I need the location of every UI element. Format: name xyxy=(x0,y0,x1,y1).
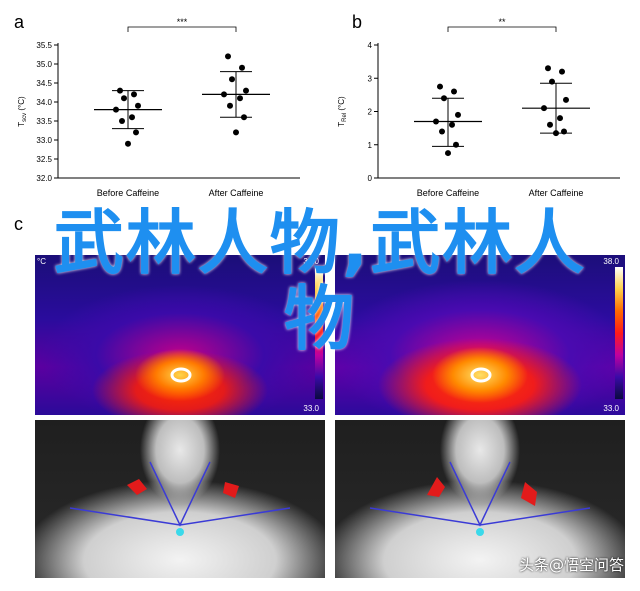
chart-b-ytick-label: 0 xyxy=(368,174,373,183)
chart-b-point xyxy=(559,68,565,75)
chart-a-point xyxy=(125,140,131,147)
chart-a-point xyxy=(227,102,233,109)
chart-a-point xyxy=(131,91,137,98)
chart-b-point xyxy=(545,65,551,72)
chart-b-point xyxy=(439,128,445,135)
chart-b-point xyxy=(451,88,457,95)
chart-a-category-label: After Caffeine xyxy=(209,188,264,198)
chart-a: 32.0 32.5 33.0 33.5 34.0 34.5 35.0 35.5 Tscv (°C… xyxy=(17,17,300,198)
chart-b-point xyxy=(561,128,567,135)
chart-b-ytick-label: 3 xyxy=(368,74,373,83)
chart-a-point xyxy=(119,118,125,124)
thermal-max-left: 38.0 xyxy=(303,257,319,266)
chart-b-ytick-label: 4 xyxy=(368,41,373,50)
chart-b-point xyxy=(563,96,569,103)
panel-label-c: c xyxy=(14,214,23,234)
grayscale-image-left xyxy=(35,420,325,578)
chart-a-point xyxy=(133,129,139,136)
colorbar-right xyxy=(615,267,623,399)
chart-a-ytick-label: 34.0 xyxy=(36,98,52,107)
chart-b-category-label: After Caffeine xyxy=(529,188,584,198)
chart-a-point xyxy=(233,129,239,136)
chart-b-point xyxy=(433,118,439,125)
chart-a-significance: *** xyxy=(177,17,188,27)
chart-a-point xyxy=(225,53,231,60)
chart-b-point xyxy=(553,130,559,137)
thermal-image-left: °C 38.0 33.0 xyxy=(35,255,325,415)
chart-a-point xyxy=(239,64,245,71)
chart-a-ytick-label: 35.5 xyxy=(36,41,52,50)
chart-a-ytick-label: 32.0 xyxy=(36,174,52,183)
chart-b-point xyxy=(449,121,455,128)
overlay-text: 武林人物,武林人物 xyxy=(53,202,587,360)
chart-a-point xyxy=(241,114,247,121)
chart-b-point xyxy=(445,150,451,157)
colorbar-left xyxy=(315,267,323,399)
chart-a-point xyxy=(129,114,135,121)
chart-a-ytick-label: 34.5 xyxy=(36,79,52,88)
chart-a-point xyxy=(243,87,249,94)
thermal-unit-left: °C xyxy=(37,257,46,266)
chart-a-ylabel: Tscv (°C) xyxy=(17,96,28,127)
panel-label-a: a xyxy=(14,12,25,32)
chart-a-ytick-label: 32.5 xyxy=(36,155,52,164)
chart-a-point xyxy=(221,91,227,98)
chart-a-significance-bracket xyxy=(127,26,237,32)
chart-b-ylabel: TRel (°C) xyxy=(337,96,348,127)
panel-label-b: b xyxy=(352,12,363,32)
chart-a-point xyxy=(117,87,123,94)
chart-a-point xyxy=(229,76,235,83)
chart-b-significance-bracket xyxy=(447,26,557,32)
chart-b-point xyxy=(453,141,459,148)
chart-b: 0 1 2 3 4 TRel (°C) Before Caffeine After Caffe… xyxy=(337,17,620,198)
chart-a-point xyxy=(121,95,127,102)
chart-a-ytick-label: 35.0 xyxy=(36,60,52,69)
chart-b-point xyxy=(541,105,547,112)
chart-b-point xyxy=(437,83,443,90)
chart-b-significance: ** xyxy=(498,17,506,27)
chart-b-point xyxy=(441,95,447,102)
chart-a-ytick-label: 33.5 xyxy=(36,117,52,126)
chart-b-point xyxy=(455,111,461,118)
thermal-max-right: 38.0 xyxy=(603,257,619,266)
chart-b-ytick-label: 2 xyxy=(368,108,373,117)
chart-b-ytick-label: 1 xyxy=(368,141,373,150)
thermal-image-right: 38.0 33.0 xyxy=(335,255,625,415)
watermark: 头条@悟空问答 xyxy=(518,556,624,574)
thermal-min-right: 33.0 xyxy=(603,404,619,413)
chart-a-point xyxy=(237,95,243,102)
chart-b-point xyxy=(549,78,555,85)
thermal-min-left: 33.0 xyxy=(303,404,319,413)
chart-a-point xyxy=(113,106,119,113)
chart-b-category-label: Before Caffeine xyxy=(417,188,479,198)
chart-a-ytick-label: 33.0 xyxy=(36,136,52,145)
chart-b-point xyxy=(547,121,553,128)
chart-a-category-label: Before Caffeine xyxy=(97,188,159,198)
grayscale-image-right xyxy=(335,420,625,578)
chart-a-point xyxy=(135,102,141,109)
chart-b-point xyxy=(557,115,563,122)
